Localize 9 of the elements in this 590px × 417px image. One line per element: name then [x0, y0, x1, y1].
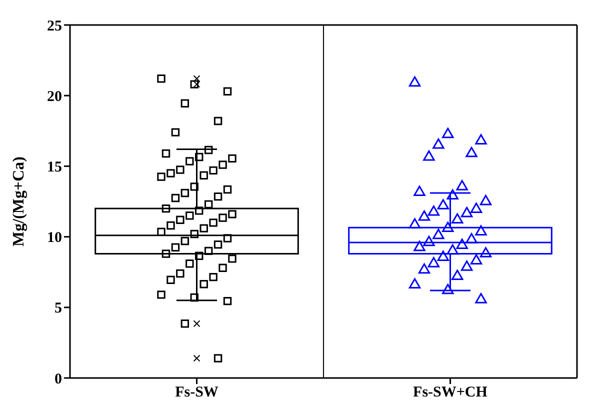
x-tick-label: Fs-SW	[175, 384, 218, 401]
y-tick-label: 25	[47, 18, 62, 34]
y-tick-label: 20	[47, 88, 62, 105]
y-axis-title: Mg/(Mg+Ca)	[10, 156, 28, 246]
y-tick-label: 10	[47, 230, 62, 246]
y-tick-label: 15	[47, 160, 62, 176]
y-tick-label: 0	[54, 371, 62, 388]
y-tick-label: 5	[54, 300, 62, 317]
x-tick-label: Fs-SW+CH	[413, 384, 488, 401]
